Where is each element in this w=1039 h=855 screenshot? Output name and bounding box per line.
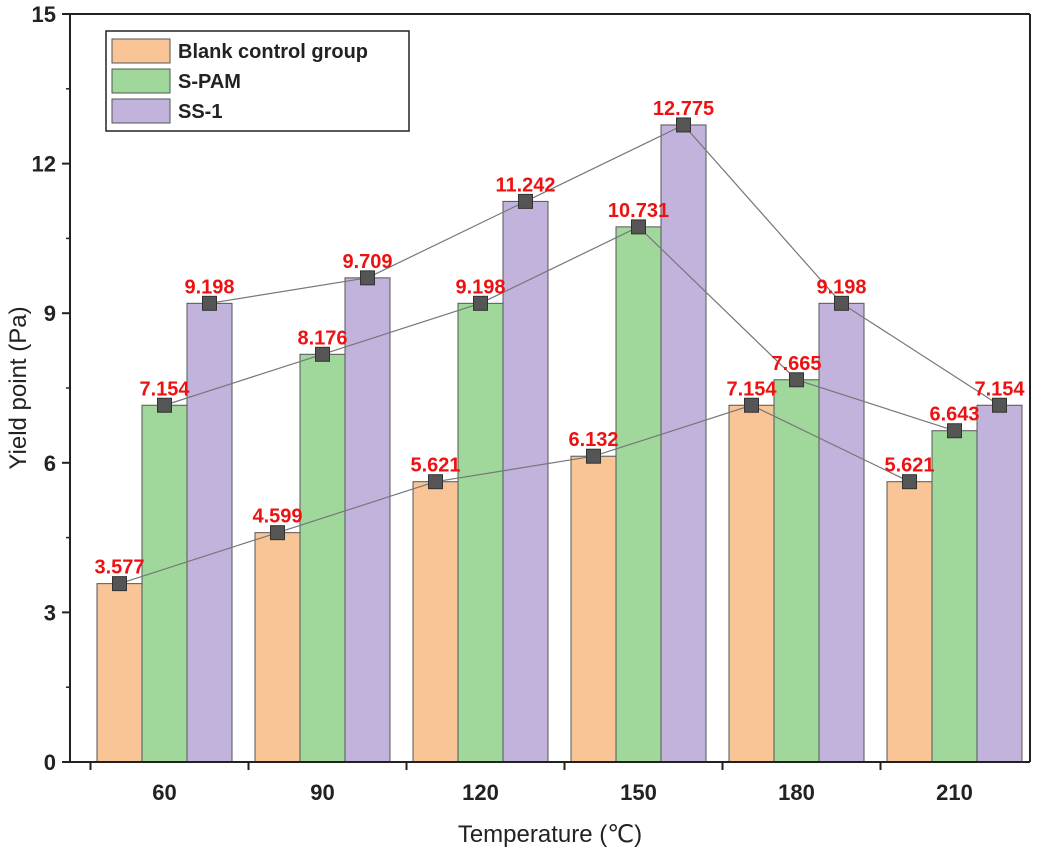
x-tick-label-60: 60 — [152, 780, 176, 805]
data-label-s-pam-210: 6.643 — [929, 404, 979, 426]
data-label-ss-1-60: 9.198 — [184, 276, 234, 298]
marker-s-pam-60 — [157, 397, 172, 413]
x-tick-label-90: 90 — [310, 780, 334, 805]
bar-ss-1-180 — [818, 302, 865, 763]
bar-s-pam-60 — [141, 404, 188, 763]
data-label-s-pam-180: 7.665 — [771, 353, 821, 375]
y-tick-label-12: 12 — [32, 152, 56, 177]
axes-layer: 0 3 6 9 12 15 60 90 120 150 180 210 — [32, 2, 1031, 805]
marker-s-pam-90 — [315, 346, 330, 362]
data-label-s-pam-120: 9.198 — [455, 276, 505, 298]
data-label-blank-control-group-60: 3.577 — [94, 557, 144, 579]
data-label-ss-1-120: 11.242 — [495, 174, 555, 196]
marker-s-pam-180 — [789, 372, 804, 388]
marker-ss-1-60 — [202, 295, 217, 311]
bar-blank-control-group-210 — [886, 481, 933, 763]
bar-s-pam-210 — [931, 430, 978, 763]
x-tick-label-210: 210 — [936, 780, 973, 805]
marker-blank-control-group-150 — [586, 448, 601, 464]
bar-s-pam-180 — [773, 379, 820, 763]
bar-s-pam-90 — [299, 353, 346, 763]
data-label-s-pam-90: 8.176 — [297, 327, 347, 349]
data-label-blank-control-group-120: 5.621 — [410, 455, 460, 477]
bar-blank-control-group-90 — [254, 532, 301, 763]
marker-blank-control-group-120 — [428, 474, 443, 490]
bar-ss-1-60 — [186, 302, 233, 763]
marker-s-pam-150 — [631, 219, 646, 235]
line-blank-control-group — [119, 404, 910, 585]
legend-label-s-pam: S-PAM — [178, 71, 241, 93]
bar-s-pam-120 — [457, 302, 504, 763]
legend-label-blank-control-group: Blank control group — [178, 41, 368, 63]
x-tick-label-150: 150 — [620, 780, 657, 805]
y-axis-title: Yield point (Pa) — [5, 306, 32, 469]
marker-ss-1-150 — [676, 117, 691, 133]
data-label-blank-control-group-210: 5.621 — [884, 455, 934, 477]
data-label-s-pam-60: 7.154 — [139, 378, 190, 400]
data-label-blank-control-group-150: 6.132 — [568, 429, 618, 451]
legend-swatch-blank-control-group — [111, 38, 171, 64]
marker-s-pam-210 — [947, 423, 962, 439]
data-label-ss-1-180: 9.198 — [816, 276, 866, 298]
marker-s-pam-120 — [473, 295, 488, 311]
x-tick-label-120: 120 — [462, 780, 499, 805]
marker-blank-control-group-180 — [744, 397, 759, 413]
line-ss-1 — [209, 124, 1000, 406]
x-axis-title: Temperature (℃) — [458, 821, 642, 848]
data-label-s-pam-150: 10.731 — [608, 200, 669, 222]
bar-ss-1-210 — [976, 404, 1023, 763]
data-label-blank-control-group-180: 7.154 — [726, 378, 777, 400]
bar-s-pam-150 — [615, 226, 662, 763]
bar-blank-control-group-150 — [570, 455, 617, 763]
bar-blank-control-group-120 — [412, 481, 459, 763]
y-tick-label-3: 3 — [44, 600, 56, 625]
data-label-ss-1-210: 7.154 — [974, 378, 1025, 400]
legend: Blank control group S-PAM SS-1 — [105, 30, 410, 132]
marker-blank-control-group-90 — [270, 525, 285, 541]
marker-ss-1-90 — [360, 270, 375, 286]
data-label-ss-1-150: 12.775 — [653, 98, 714, 120]
marker-ss-1-210 — [992, 397, 1007, 413]
bar-ss-1-120 — [502, 200, 549, 763]
bar-blank-control-group-60 — [96, 583, 143, 763]
legend-label-ss-1: SS-1 — [178, 101, 222, 123]
marker-ss-1-180 — [834, 295, 849, 311]
marker-ss-1-120 — [518, 193, 533, 209]
marker-blank-control-group-60 — [112, 576, 127, 592]
y-tick-label-6: 6 — [44, 451, 56, 476]
y-tick-label-0: 0 — [44, 750, 56, 775]
marker-blank-control-group-210 — [902, 474, 917, 490]
data-labels-layer: 3.577 4.599 5.621 6.132 7.154 5.621 7.154 8.176… — [94, 98, 1025, 579]
legend-swatch-ss-1 — [111, 98, 171, 124]
data-label-ss-1-90: 9.709 — [342, 251, 392, 273]
bar-ss-1-150 — [660, 124, 707, 763]
y-tick-label-15: 15 — [32, 2, 56, 27]
bar-blank-control-group-180 — [728, 404, 775, 763]
legend-swatch-s-pam — [111, 68, 171, 94]
data-label-blank-control-group-90: 4.599 — [252, 506, 302, 528]
bars-layer — [96, 124, 1023, 763]
x-tick-label-180: 180 — [778, 780, 815, 805]
bar-ss-1-90 — [344, 277, 391, 763]
y-tick-label-9: 9 — [44, 301, 56, 326]
lines-layer — [119, 124, 1000, 585]
line-s-pam — [164, 226, 955, 432]
markers-layer — [112, 117, 1007, 592]
